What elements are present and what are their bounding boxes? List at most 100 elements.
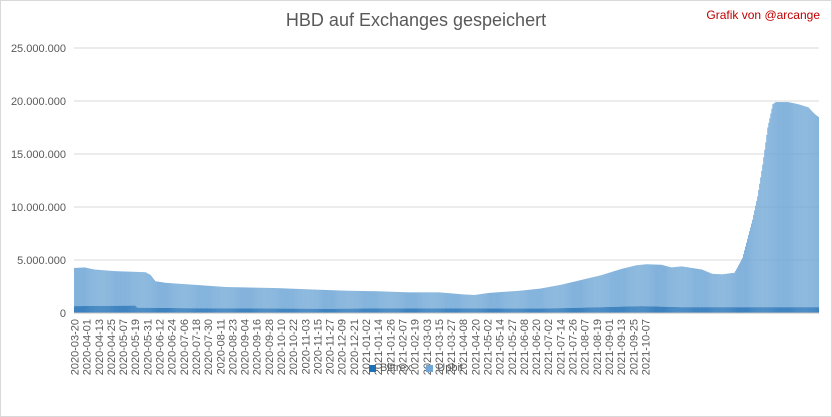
bar-bittrex	[183, 308, 185, 313]
bar-bittrex	[210, 308, 212, 313]
bar-upbit	[640, 264, 642, 307]
bar-bittrex	[694, 307, 696, 313]
bar-bittrex	[216, 308, 218, 313]
bar-upbit	[186, 284, 188, 309]
bar-bittrex	[281, 308, 283, 313]
bar-bittrex	[410, 308, 411, 313]
bar-bittrex	[255, 308, 257, 313]
bar-bittrex	[523, 308, 525, 313]
bar-bittrex	[661, 306, 662, 313]
bar-bittrex	[101, 305, 103, 313]
bar-upbit	[671, 267, 673, 307]
y-tick-label: 5.000.000	[17, 255, 66, 267]
bar-bittrex	[524, 308, 526, 313]
bar-bittrex	[186, 308, 188, 313]
bar-upbit	[115, 271, 117, 306]
bar-bittrex	[669, 306, 671, 313]
bar-upbit	[348, 290, 350, 309]
bar-upbit	[679, 266, 681, 308]
bar-upbit	[284, 288, 286, 309]
bar-bittrex	[700, 307, 702, 313]
bar-bittrex	[508, 308, 510, 313]
bar-upbit	[426, 292, 428, 309]
bar-bittrex	[648, 306, 650, 313]
bar-bittrex	[217, 308, 219, 313]
bar-upbit	[739, 263, 740, 308]
bar-upbit	[172, 283, 174, 309]
bar-bittrex	[297, 308, 299, 313]
bar-upbit	[102, 270, 104, 306]
bar-bittrex	[583, 307, 585, 313]
bar-upbit	[390, 291, 392, 309]
bar-upbit	[366, 291, 368, 309]
bar-upbit	[627, 267, 629, 307]
bar-bittrex	[92, 305, 94, 313]
bar-bittrex	[263, 308, 265, 313]
bar-upbit	[420, 292, 422, 309]
bar-bittrex	[189, 308, 191, 313]
bar-bittrex	[400, 308, 402, 313]
bar-upbit	[177, 283, 179, 309]
bar-upbit	[806, 107, 808, 308]
bar-upbit	[790, 102, 792, 308]
bar-upbit	[302, 289, 304, 309]
bar-upbit	[297, 288, 299, 309]
bar-upbit	[465, 294, 467, 309]
bar-bittrex	[633, 306, 635, 313]
x-tick-label: 2020-09-04	[240, 319, 252, 375]
bar-upbit	[597, 276, 599, 308]
bar-upbit	[375, 291, 377, 309]
bar-bittrex	[739, 307, 740, 313]
bar-bittrex	[243, 308, 244, 313]
bar-upbit	[441, 292, 443, 309]
bar-upbit	[567, 283, 569, 308]
bar-upbit	[144, 272, 146, 308]
bar-upbit	[667, 266, 669, 307]
bar-upbit	[397, 291, 399, 309]
bar-bittrex	[491, 308, 492, 313]
bar-upbit	[728, 273, 730, 308]
bar-bittrex	[268, 308, 270, 313]
bar-upbit	[103, 270, 105, 306]
bar-upbit	[723, 274, 725, 308]
bar-bittrex	[329, 308, 330, 313]
bar-bittrex	[334, 308, 335, 313]
bar-bittrex	[746, 307, 747, 313]
bar-bittrex	[807, 307, 809, 313]
bar-bittrex	[103, 305, 105, 313]
bar-upbit	[330, 290, 331, 309]
bar-bittrex	[249, 308, 250, 313]
bar-bittrex	[365, 308, 367, 313]
bar-bittrex	[518, 308, 520, 313]
bar-bittrex	[566, 307, 568, 313]
bar-bittrex	[470, 308, 472, 313]
bar-upbit	[320, 289, 322, 309]
bar-upbit	[526, 290, 528, 309]
bar-upbit	[212, 286, 214, 309]
bar-bittrex	[514, 308, 516, 313]
bar-upbit	[650, 264, 652, 307]
bar-upbit	[446, 293, 448, 309]
bar-upbit	[326, 290, 327, 309]
bar-upbit	[122, 271, 124, 306]
bar-bittrex	[607, 306, 609, 313]
bar-upbit	[609, 272, 611, 307]
bar-upbit	[713, 273, 715, 308]
bar-bittrex	[636, 306, 638, 313]
bar-upbit	[665, 265, 666, 307]
bar-upbit	[204, 285, 206, 309]
bar-bittrex	[471, 308, 473, 313]
bar-upbit	[498, 292, 499, 309]
bar-upbit	[572, 282, 573, 308]
bar-bittrex	[116, 305, 118, 313]
bar-upbit	[80, 267, 81, 307]
bar-bittrex	[409, 308, 410, 313]
bar-bittrex	[105, 305, 107, 313]
bar-bittrex	[157, 307, 158, 313]
bar-bittrex	[730, 307, 732, 313]
bar-upbit	[422, 292, 424, 309]
x-tick-label: 2021-08-07	[580, 319, 592, 375]
bar-upbit	[198, 285, 200, 309]
bar-upbit	[298, 288, 300, 309]
bar-bittrex	[418, 308, 420, 313]
